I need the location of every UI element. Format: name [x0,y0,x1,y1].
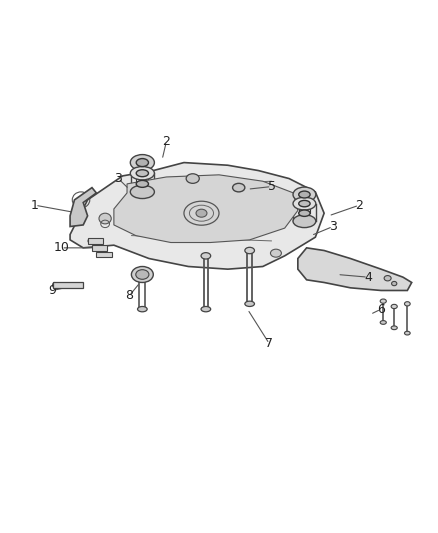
Ellipse shape [299,210,310,216]
Ellipse shape [92,246,96,250]
Polygon shape [96,252,112,257]
Text: 10: 10 [53,241,69,254]
Ellipse shape [131,185,154,199]
Polygon shape [53,282,83,288]
Ellipse shape [380,299,386,303]
Ellipse shape [99,213,111,224]
Ellipse shape [201,253,211,259]
Ellipse shape [384,276,391,281]
Ellipse shape [131,155,154,171]
Ellipse shape [392,281,397,286]
Text: 4: 4 [364,271,372,284]
Ellipse shape [131,266,153,282]
Ellipse shape [136,180,148,188]
Ellipse shape [201,306,211,312]
Polygon shape [92,245,107,251]
Polygon shape [70,188,96,227]
Ellipse shape [405,331,410,335]
Polygon shape [88,238,103,244]
Ellipse shape [233,183,245,192]
Polygon shape [70,163,324,269]
Ellipse shape [270,249,281,257]
Ellipse shape [136,270,149,279]
Ellipse shape [53,282,57,288]
Text: 2: 2 [162,135,170,148]
Text: 1: 1 [31,199,39,212]
Polygon shape [298,248,412,290]
Ellipse shape [136,159,148,166]
Text: 5: 5 [268,180,276,193]
Text: 3: 3 [114,172,122,185]
Text: 6: 6 [377,303,385,316]
Ellipse shape [186,174,199,183]
Ellipse shape [380,321,386,324]
Ellipse shape [136,169,148,176]
Ellipse shape [293,187,316,202]
Ellipse shape [196,209,207,217]
Text: 3: 3 [329,220,337,233]
Ellipse shape [131,166,154,180]
Ellipse shape [293,215,316,228]
Ellipse shape [391,326,397,329]
Text: 9: 9 [49,284,57,297]
Ellipse shape [245,247,254,254]
Text: 2: 2 [355,199,363,212]
Ellipse shape [245,301,254,306]
Ellipse shape [88,239,92,243]
Ellipse shape [293,197,316,210]
Ellipse shape [138,306,147,312]
Text: 8: 8 [125,289,133,302]
Ellipse shape [299,200,310,207]
Ellipse shape [391,304,397,309]
Polygon shape [114,175,298,243]
Ellipse shape [299,191,310,198]
Ellipse shape [97,253,100,257]
Text: 7: 7 [265,337,273,350]
Ellipse shape [405,302,410,306]
